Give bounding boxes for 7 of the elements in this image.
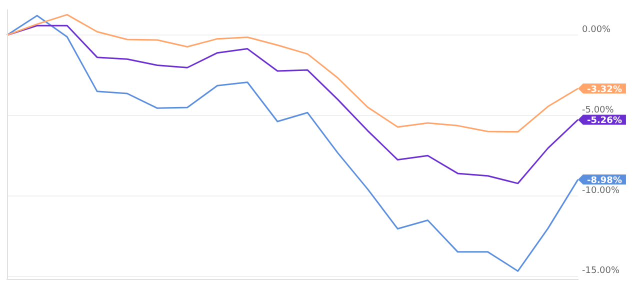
y-tick-label: 0.00%: [582, 24, 612, 35]
data-label: -8.98%: [587, 176, 622, 186]
y-tick-label: -15.00%: [582, 266, 620, 276]
data-label: -5.26%: [587, 116, 622, 126]
data-label: -3.32%: [587, 84, 622, 95]
y-tick-label: -5.00%: [582, 105, 614, 116]
y-tick-label: -10.00%: [582, 186, 620, 196]
